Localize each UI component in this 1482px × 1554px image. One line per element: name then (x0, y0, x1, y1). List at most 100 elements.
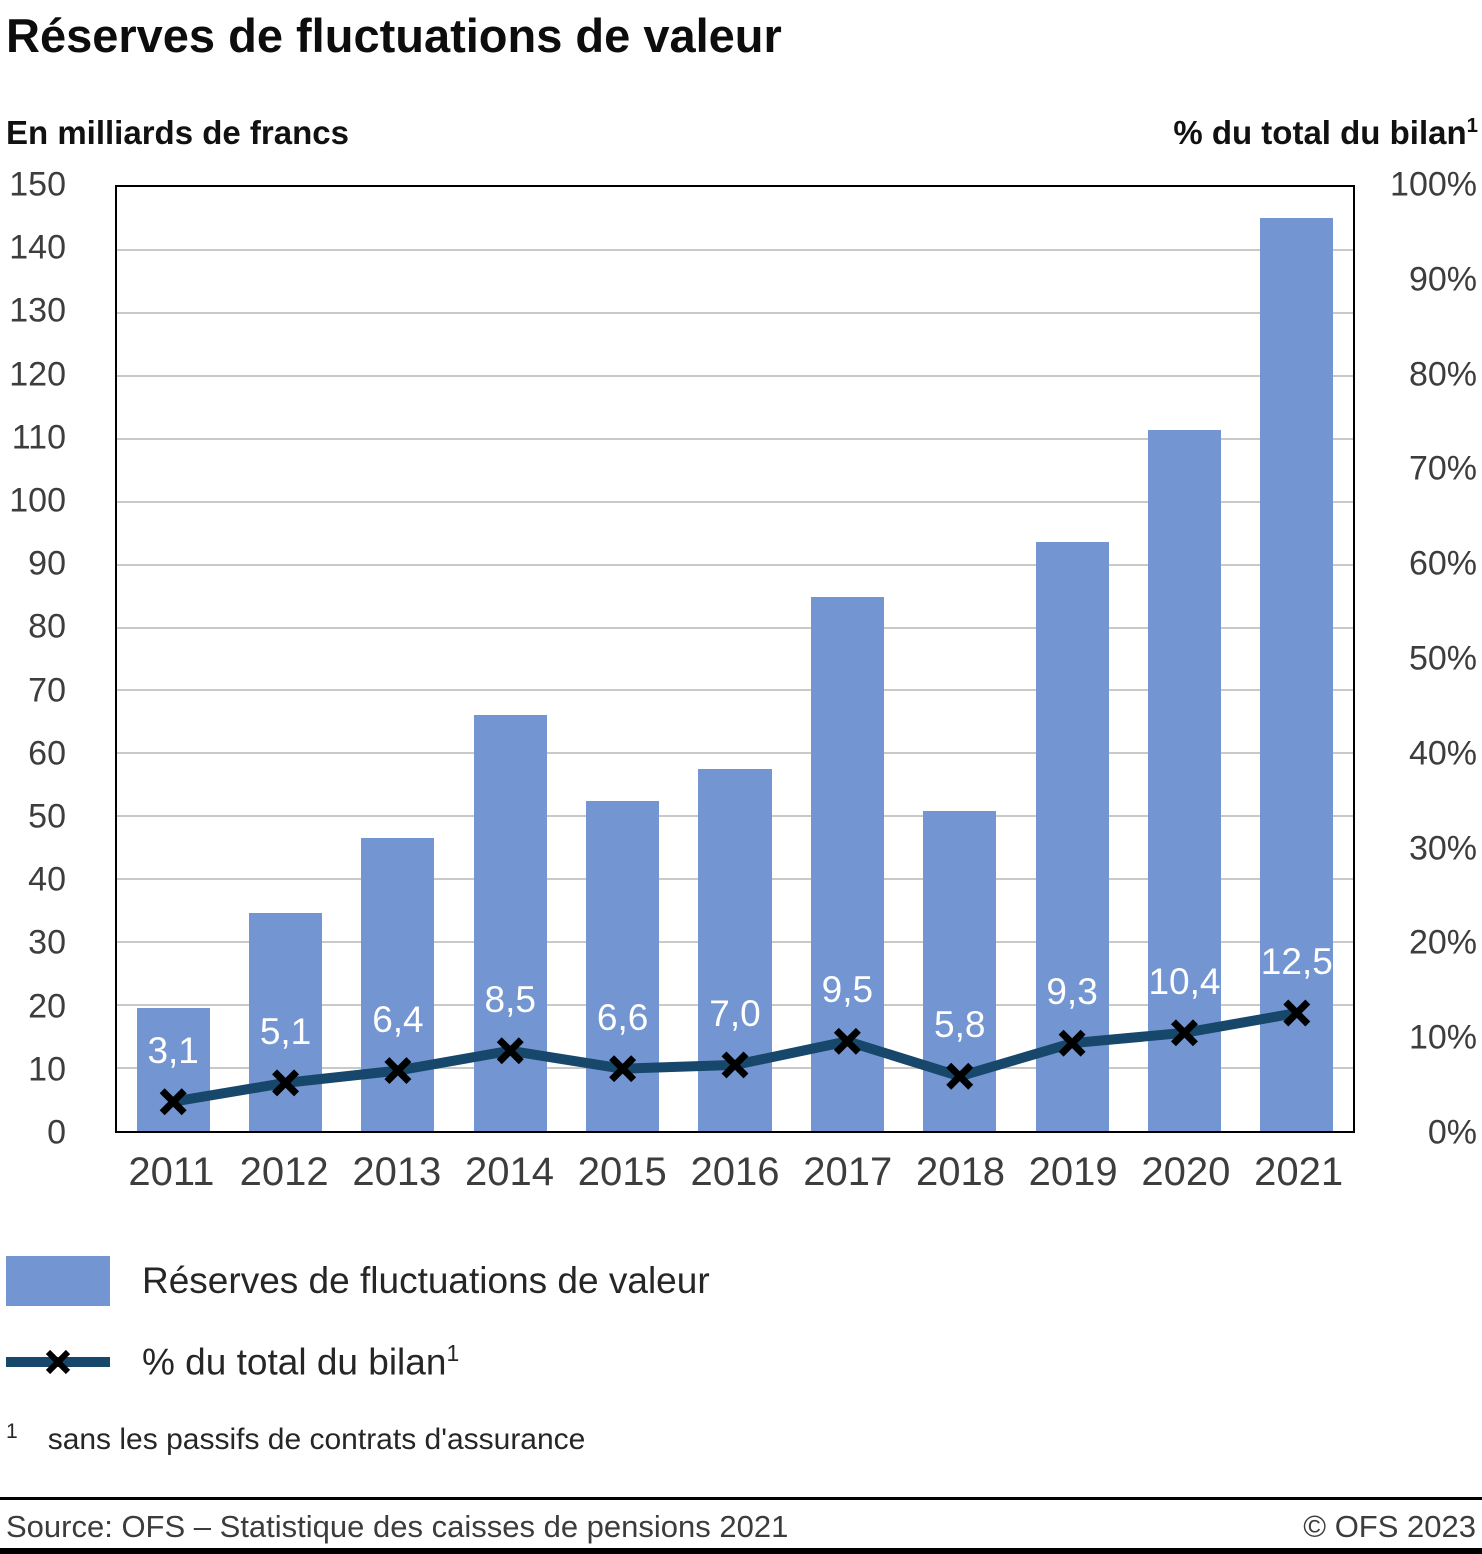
x-label-2013: 2013 (352, 1150, 442, 1194)
bar-2013 (361, 838, 435, 1131)
x-marker-2012 (272, 1069, 300, 1097)
x-label-2015: 2015 (577, 1150, 667, 1194)
x-marker-icon (45, 1349, 71, 1374)
left-tick-130: 130 (9, 291, 66, 330)
footer-source: Source: OFS – Statistique des caisses de… (6, 1509, 789, 1544)
gridline-80 (117, 626, 1353, 629)
gridline-90 (117, 563, 1353, 566)
right-tick-30: 30% (1408, 829, 1477, 868)
x-label-2014: 2014 (465, 1150, 555, 1194)
bar-2021 (1260, 217, 1334, 1131)
bar-2015 (586, 801, 660, 1131)
line-value-label-2016: 7,0 (709, 992, 761, 1034)
gridline-140 (117, 248, 1353, 251)
bar-2011 (136, 1008, 210, 1131)
left-tick-110: 110 (11, 418, 66, 457)
x-label-2017: 2017 (803, 1150, 893, 1194)
bar-2014 (473, 715, 547, 1131)
legend-item-reserves: Réserves de fluctuations de valeur (6, 1256, 710, 1306)
x-marker-2011 (159, 1088, 187, 1116)
line-value-label-2015: 6,6 (596, 996, 649, 1038)
x-marker-2015 (609, 1055, 637, 1083)
right-tick-80: 80% (1408, 355, 1477, 394)
left-tick-40: 40 (28, 860, 66, 899)
line-value-label-2012: 5,1 (259, 1010, 312, 1052)
x-marker-2020 (1170, 1019, 1198, 1047)
right-axis-ticks: 0% 10% 20% 30% 40% 50% 60% 70% 80% 90% 100% (1383, 166, 1479, 1152)
legend-line-footnote-marker: 1 (446, 1340, 460, 1366)
left-tick-50: 50 (28, 797, 66, 836)
x-label-2018: 2018 (915, 1150, 1005, 1194)
footer: Source: OFS – Statistique des caisses de… (0, 1497, 1482, 1545)
percent-line (159, 999, 1311, 1116)
bar-2012 (249, 913, 323, 1131)
right-axis-title-text: % du total du bilan (1173, 114, 1467, 151)
left-tick-80: 80 (28, 607, 66, 646)
bar-2020 (1147, 429, 1221, 1131)
x-label-2016: 2016 (690, 1150, 780, 1194)
left-tick-70: 70 (28, 671, 66, 710)
footer-copyright: © OFS 2023 (1303, 1509, 1476, 1544)
gridline-70 (117, 689, 1353, 692)
right-tick-0: 0% (1427, 1113, 1477, 1152)
right-tick-50: 50% (1408, 639, 1477, 678)
x-label-2021: 2021 (1254, 1150, 1344, 1194)
page-title: Réserves de fluctuations de valeur (6, 9, 782, 62)
footnote-marker: 1 (6, 1420, 18, 1443)
gridline-100 (117, 500, 1353, 503)
x-label-2019: 2019 (1028, 1150, 1118, 1194)
legend-bar-label: Réserves de fluctuations de valeur (142, 1260, 710, 1301)
line-value-label-2011: 3,1 (147, 1029, 199, 1071)
x-marker-2017 (833, 1027, 861, 1055)
legend-item-percent: % du total du bilan1 (6, 1340, 459, 1383)
gridline-110 (117, 437, 1353, 440)
footer-bottom-rule (0, 1548, 1482, 1554)
footnote-text: sans les passifs de contrats d'assurance (47, 1423, 586, 1456)
right-tick-20: 20% (1408, 923, 1477, 962)
right-tick-60: 60% (1408, 544, 1477, 583)
x-marker-2013 (384, 1057, 412, 1085)
data-labels-layer: 3,1 5,1 6,4 8,5 6,6 7,0 9,5 5,8 9,3 10,4 12,5 (117, 187, 1353, 1131)
gridline-130 (117, 311, 1353, 314)
left-tick-10: 10 (28, 1050, 66, 1089)
left-tick-120: 120 (9, 355, 66, 394)
line-value-label-2013: 6,4 (372, 998, 424, 1040)
x-axis-labels: 2011 2012 2013 2014 2015 2016 2017 2018 2019 2020… (115, 1150, 1355, 1202)
right-axis-title: % du total du bilan1 (1173, 114, 1478, 152)
left-axis-title: En milliards de francs (6, 114, 349, 151)
right-tick-10: 10% (1408, 1018, 1477, 1057)
line-value-label-2020: 10,4 (1148, 960, 1221, 1002)
legend-line-label-text: % du total du bilan (142, 1341, 447, 1383)
line-value-label-2021: 12,5 (1260, 941, 1333, 982)
legend-line-swatch (6, 1349, 110, 1374)
left-tick-60: 60 (28, 734, 66, 773)
plot-area: 3,1 5,1 6,4 8,5 6,6 7,0 9,5 5,8 9,3 10,4 12,5 (115, 185, 1355, 1133)
line-value-label-2014: 8,5 (484, 978, 536, 1020)
right-tick-100: 100% (1390, 165, 1477, 204)
left-tick-20: 20 (28, 987, 66, 1026)
line-value-label-2017: 9,5 (821, 969, 874, 1011)
left-tick-150: 150 (9, 165, 66, 204)
line-value-label-2019: 9,3 (1046, 971, 1098, 1013)
left-tick-90: 90 (28, 544, 66, 583)
right-axis-title-footnote-marker: 1 (1466, 114, 1478, 137)
legend-bar-swatch (6, 1256, 110, 1306)
x-marker-2016 (721, 1051, 749, 1079)
x-marker-2014 (496, 1037, 524, 1065)
x-label-2011: 2011 (128, 1150, 215, 1194)
x-marker-2019 (1058, 1029, 1086, 1057)
left-tick-0: 0 (47, 1113, 66, 1152)
left-tick-140: 140 (9, 228, 66, 267)
x-marker-2018 (946, 1062, 974, 1090)
left-axis-ticks: 0 10 20 30 40 50 60 70 80 90 100 110 120 130 140 150 (0, 166, 72, 1152)
footnote: 1 sans les passifs de contrats d'assuranc… (6, 1420, 585, 1457)
x-label-2020: 2020 (1141, 1150, 1231, 1194)
left-tick-100: 100 (9, 481, 66, 520)
right-tick-40: 40% (1408, 734, 1477, 773)
bar-2019 (1035, 541, 1109, 1131)
x-marker-2021 (1283, 999, 1311, 1027)
x-label-2012: 2012 (239, 1150, 329, 1194)
right-tick-70: 70% (1408, 449, 1477, 488)
legend-line-label: % du total du bilan1 (142, 1340, 459, 1383)
